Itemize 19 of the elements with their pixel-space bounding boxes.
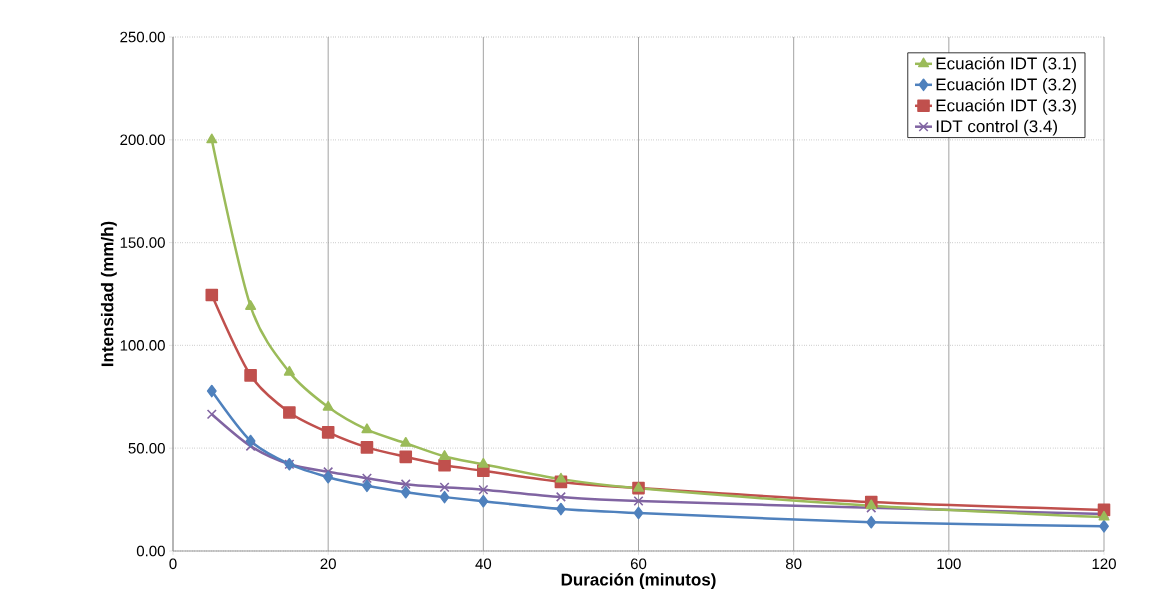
y-tick-label: 100.00 (120, 340, 165, 351)
x-tick-label: 0 (169, 558, 177, 570)
y-tick-label: 150.00 (120, 237, 165, 248)
x-tick-label: 20 (320, 558, 336, 570)
y-tick-label: 250.00 (120, 31, 165, 43)
x-tick-label: 80 (785, 558, 802, 570)
x-tick-label: 60 (630, 558, 647, 570)
legend-label: Ecuación IDT (3.1) (936, 56, 1076, 73)
legend-label: IDT control (3.4) (936, 119, 1058, 136)
x-axis-title: Duración (minutos) (561, 572, 716, 589)
y-tick-label: 50.00 (128, 442, 165, 454)
x-tick-label: 40 (475, 558, 492, 570)
y-tick-label: 0.00 (136, 545, 165, 557)
x-tick-label: 100 (937, 558, 961, 570)
legend-label: Ecuación IDT (3.3) (936, 98, 1076, 115)
x-tick-label: 120 (1092, 558, 1116, 570)
y-tick-label: 200.00 (120, 134, 165, 146)
y-axis-title: Intensidad (mm/h) (100, 221, 117, 367)
legend-label: Ecuación IDT (3.2) (936, 77, 1076, 94)
